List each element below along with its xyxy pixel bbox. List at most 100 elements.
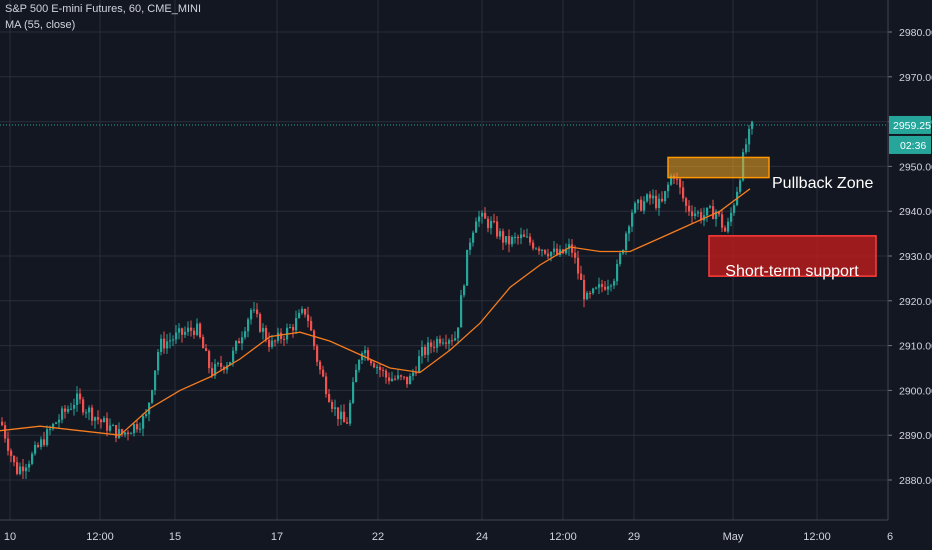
candle-body bbox=[292, 326, 295, 331]
candle-body bbox=[661, 198, 664, 202]
candle-body bbox=[175, 332, 178, 340]
candle-body bbox=[499, 231, 502, 237]
candle-body bbox=[430, 342, 433, 347]
candle-body bbox=[514, 236, 517, 238]
candle-body bbox=[454, 338, 457, 341]
candle-body bbox=[271, 340, 274, 347]
candle-body bbox=[529, 236, 532, 243]
candle-body bbox=[646, 194, 649, 202]
candle-body bbox=[22, 466, 25, 472]
candle-body bbox=[394, 378, 397, 380]
candle-body bbox=[220, 363, 223, 367]
candle-body bbox=[133, 424, 136, 434]
candle-body bbox=[142, 416, 145, 429]
candle-body bbox=[574, 252, 577, 258]
candle-body bbox=[361, 353, 364, 361]
candle-body bbox=[1, 421, 4, 426]
candle-body bbox=[502, 231, 505, 243]
candle-body bbox=[118, 429, 121, 438]
candle-body bbox=[121, 429, 124, 435]
candle-body bbox=[181, 328, 184, 335]
candle-body bbox=[751, 121, 754, 129]
candle-body bbox=[583, 279, 586, 300]
candle-body bbox=[664, 191, 667, 202]
candle-body bbox=[391, 378, 394, 382]
candle-body bbox=[739, 180, 742, 192]
symbol-title[interactable]: S&P 500 E-mini Futures, 60, CME_MINI bbox=[5, 3, 202, 15]
candle-body bbox=[52, 423, 55, 429]
candle-body bbox=[265, 328, 268, 340]
candle-body bbox=[250, 309, 253, 320]
candle-body bbox=[526, 236, 529, 238]
candle-body bbox=[145, 414, 148, 417]
candle-body bbox=[385, 370, 388, 378]
candle-body bbox=[589, 292, 592, 294]
candle-body bbox=[550, 251, 553, 257]
candle-body bbox=[100, 419, 103, 423]
candle-body bbox=[712, 206, 715, 220]
candle-body bbox=[37, 444, 40, 447]
y-tick-label: 2930.00 bbox=[899, 251, 932, 263]
candle-body bbox=[598, 284, 601, 288]
candle-body bbox=[670, 175, 673, 185]
candle-body bbox=[49, 428, 52, 430]
candle-body bbox=[694, 213, 697, 217]
candle-body bbox=[460, 295, 463, 328]
candle-body bbox=[253, 309, 256, 311]
candle-body bbox=[604, 286, 607, 290]
y-tick-label: 2940.00 bbox=[899, 206, 932, 218]
candle-body bbox=[7, 438, 10, 451]
candle-body bbox=[649, 194, 652, 199]
candle-body bbox=[241, 337, 244, 344]
x-tick-label: 12:00 bbox=[803, 531, 831, 543]
candle-body bbox=[634, 203, 637, 213]
candle-body bbox=[109, 425, 112, 431]
ma-indicator-label[interactable]: MA (55, close) bbox=[5, 19, 76, 31]
candle-body bbox=[433, 346, 436, 348]
candle-body bbox=[469, 242, 472, 250]
candle-body bbox=[397, 375, 400, 379]
candle-body bbox=[427, 342, 430, 355]
candle-body bbox=[370, 360, 373, 364]
candle-body bbox=[4, 425, 7, 439]
candle-body bbox=[289, 326, 292, 328]
candle-body bbox=[418, 356, 421, 373]
candle-body bbox=[610, 285, 613, 287]
bar-countdown: 02:36 bbox=[900, 140, 926, 152]
candle-body bbox=[595, 287, 598, 289]
candle-body bbox=[106, 418, 109, 431]
candle-body bbox=[613, 281, 616, 286]
candle-body bbox=[748, 128, 751, 145]
candle-body bbox=[541, 249, 544, 251]
candle-body bbox=[706, 207, 709, 216]
candle-body bbox=[619, 253, 622, 264]
candle-body bbox=[16, 462, 19, 474]
candle-body bbox=[313, 330, 316, 347]
candle-body bbox=[625, 233, 628, 251]
candle-body bbox=[337, 407, 340, 420]
candle-body bbox=[274, 340, 277, 342]
candle-body bbox=[616, 263, 619, 282]
candle-body bbox=[85, 412, 88, 414]
candle-body bbox=[256, 309, 259, 315]
candle-body bbox=[211, 368, 214, 376]
candle-body bbox=[688, 205, 691, 212]
candle-body bbox=[436, 338, 439, 348]
candle-body bbox=[31, 453, 34, 464]
support-zone-box[interactable] bbox=[708, 235, 877, 277]
candle-body bbox=[505, 236, 508, 243]
x-tick-label: 22 bbox=[372, 531, 384, 543]
candle-body bbox=[229, 362, 232, 366]
candle-body bbox=[55, 422, 58, 424]
x-tick-label: 10 bbox=[4, 531, 16, 543]
candle-body bbox=[607, 286, 610, 290]
candle-body bbox=[277, 332, 280, 341]
candle-body bbox=[268, 339, 271, 347]
candle-body bbox=[490, 220, 493, 229]
candle-body bbox=[40, 439, 43, 447]
candle-body bbox=[556, 248, 559, 255]
pullback-zone-box[interactable] bbox=[667, 156, 770, 179]
pullback-zone-label: Pullback Zone bbox=[772, 175, 873, 192]
candle-body bbox=[208, 350, 211, 369]
